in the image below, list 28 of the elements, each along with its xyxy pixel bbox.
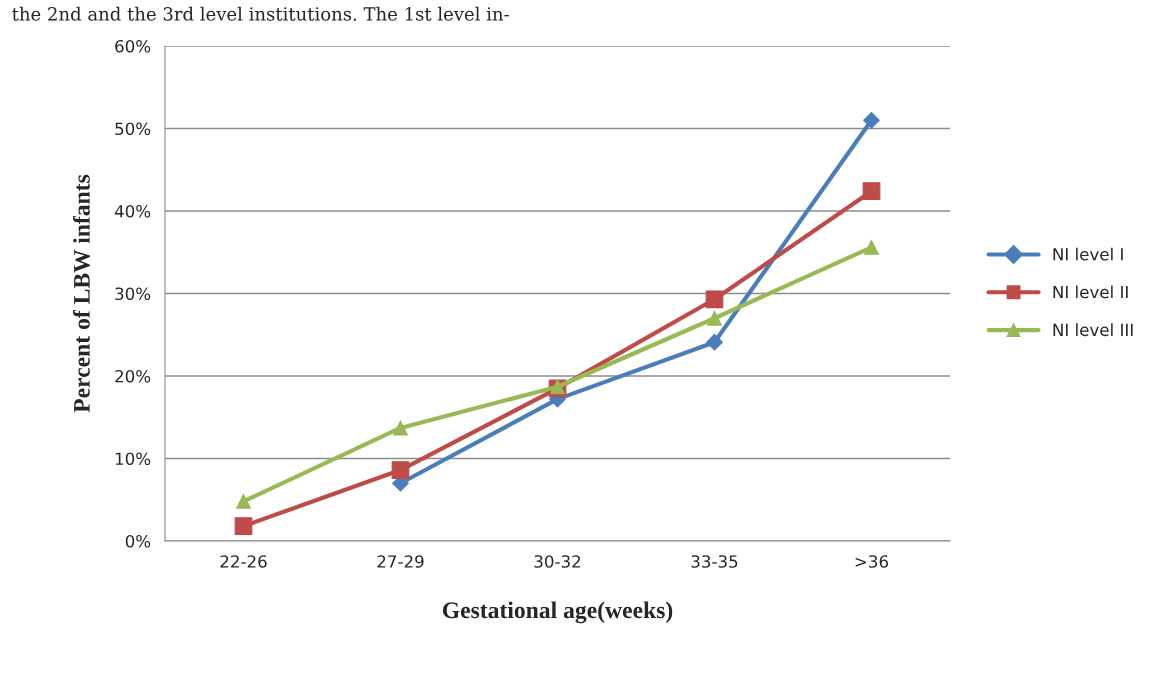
y-tick-label: 10% [115,452,151,466]
point [391,461,410,479]
x-tick-label: 22-26 [220,555,267,568]
legend-label: NI level I [1053,247,1123,261]
y-tick-label: 50% [115,122,151,136]
y-axis-title: Percent of LBW infants [72,174,90,413]
x-tick-label: 33-35 [691,555,738,568]
y-tick-label: 60% [115,39,151,53]
x-tick-label: 30-32 [534,555,581,568]
y-tick-label: 30% [115,287,151,301]
y-tick-label: 0% [125,534,151,548]
point [705,290,724,309]
point [236,493,251,509]
text: the 2nd and the 3rd level institutions. The 1st level in- [12,6,509,21]
y-tick-label: 20% [115,369,151,383]
x-tick-label: 27-29 [377,555,424,568]
point [234,517,253,535]
x-tick-label: >36 [855,555,889,568]
legend-label: NI level III [1053,323,1133,337]
point [864,239,879,255]
point [863,111,880,129]
x-axis-title: Gestational age(weeks) [442,601,673,624]
point [707,310,722,326]
point [862,182,881,201]
legend-label: NI level II [1053,285,1128,299]
y-tick-label: 40% [114,204,151,218]
point [393,420,408,436]
point [706,333,723,351]
